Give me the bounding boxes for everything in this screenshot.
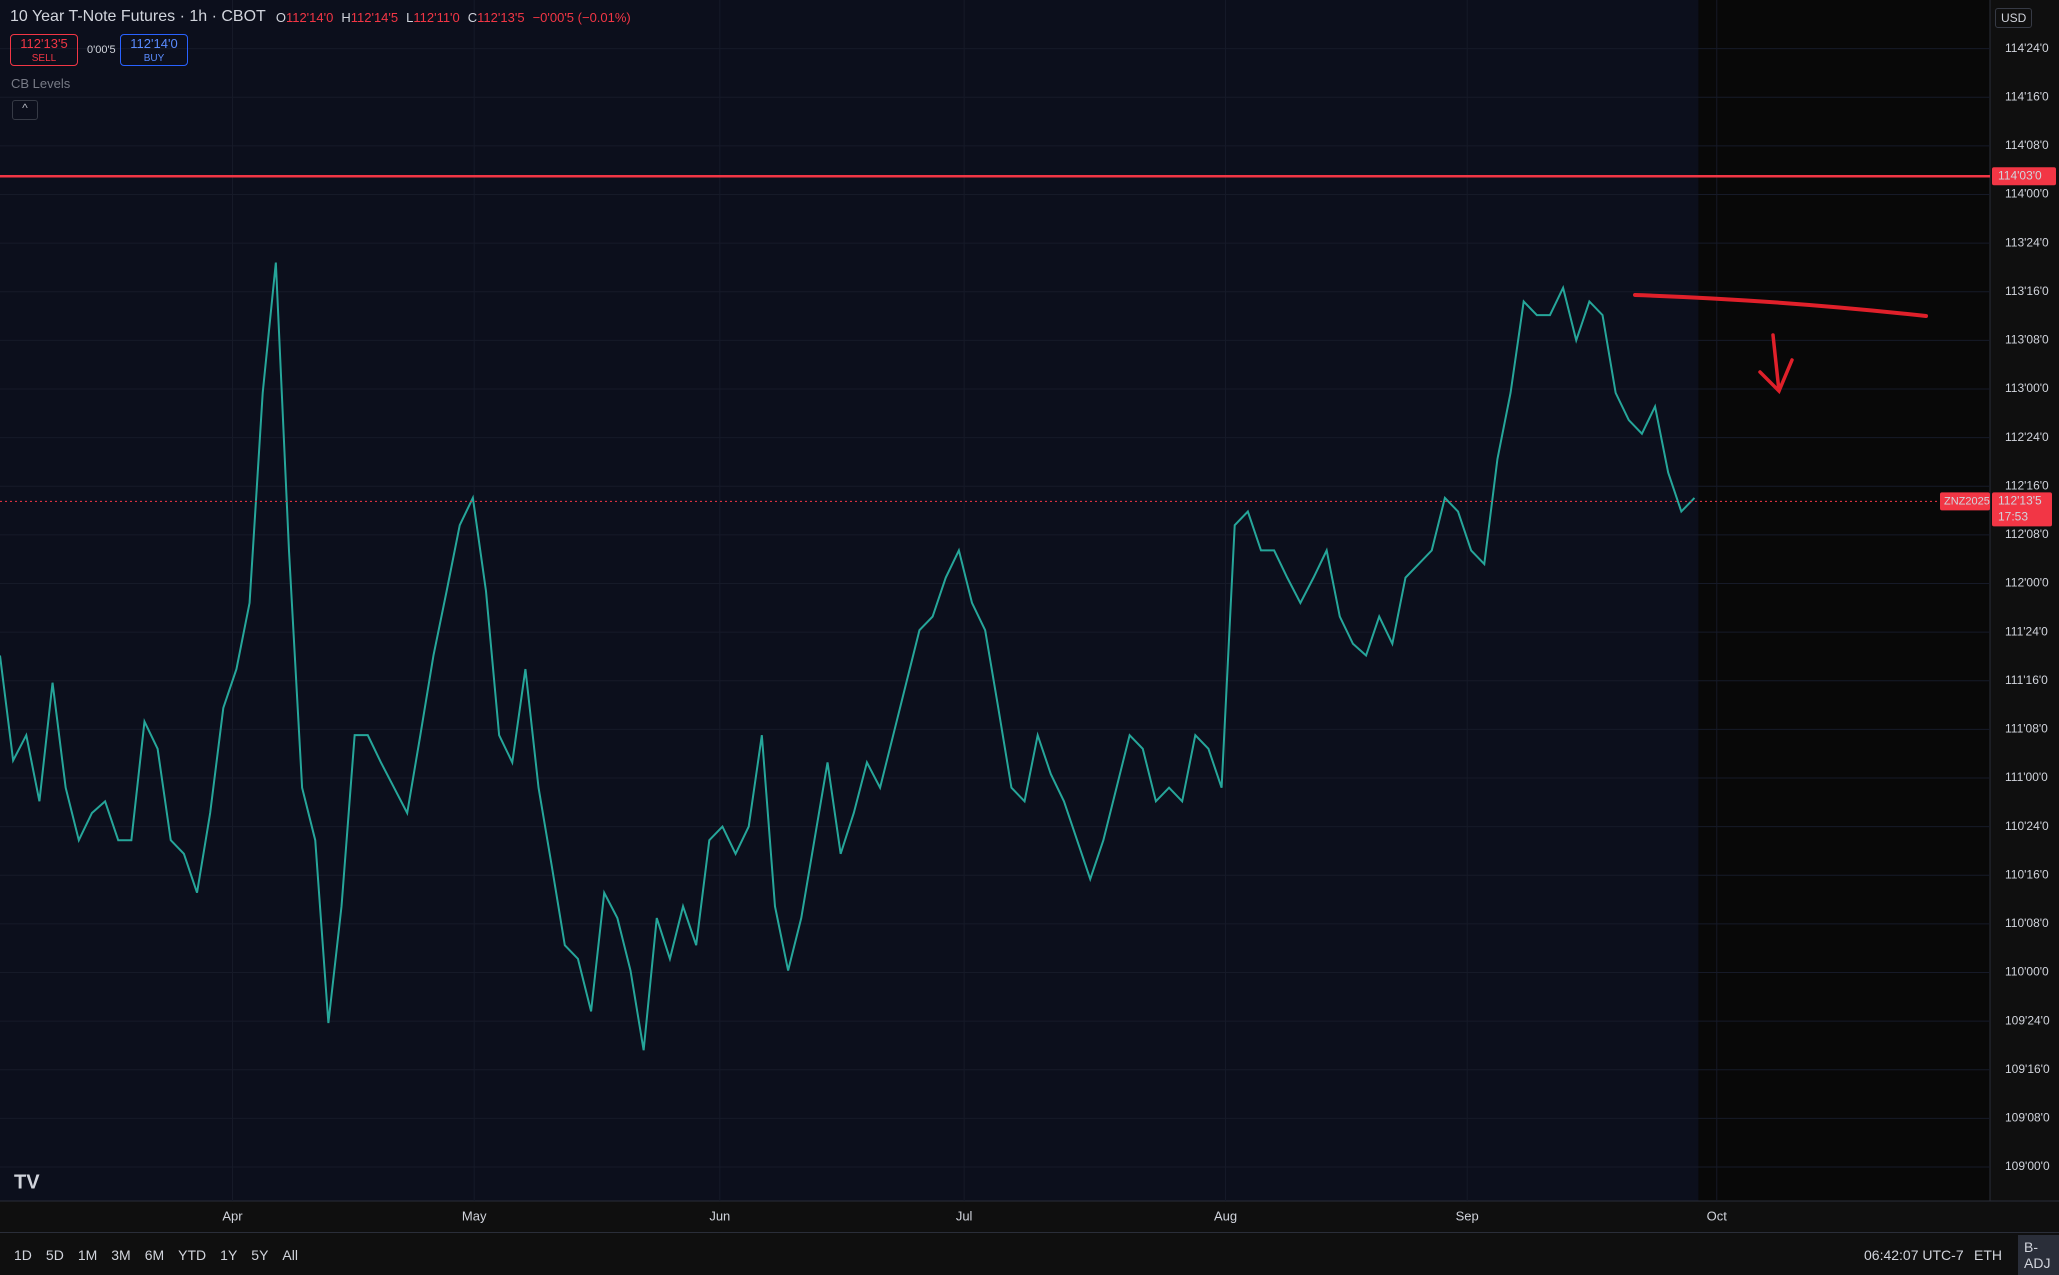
ohlc-value: 112'14'0 xyxy=(285,9,334,25)
range-button[interactable]: All xyxy=(282,1246,298,1263)
logo: TV xyxy=(14,1171,40,1193)
ohlc-key: C xyxy=(467,9,478,25)
range-button[interactable]: YTD xyxy=(178,1246,207,1263)
y-tick-label: 111'00'0 xyxy=(2005,770,2048,784)
buy-button[interactable]: 112'14'0 BUY xyxy=(120,34,188,66)
y-tick-label: 112'24'0 xyxy=(2005,430,2049,444)
drawn-line xyxy=(1633,293,1928,318)
level-label: 114'03'0 xyxy=(1998,168,2042,182)
adjust[interactable]: B-ADJ xyxy=(2018,1234,2059,1275)
buy-price: 112'14'0 xyxy=(130,36,178,51)
y-tick-label: 111'16'0 xyxy=(2005,673,2048,687)
y-tick-label: 112'16'0 xyxy=(2005,478,2049,492)
ohlc-key: L xyxy=(406,9,414,25)
range-button[interactable]: 5D xyxy=(45,1246,64,1263)
range-button[interactable]: 1M xyxy=(77,1246,98,1263)
y-tick-label: 109'00'0 xyxy=(2005,1159,2050,1173)
ohlc-value: 112'13'5 xyxy=(477,9,525,25)
header: 10 Year T-Note Futures · 1h · CBOT O112'… xyxy=(10,8,631,26)
y-tick-label: 109'16'0 xyxy=(2005,1062,2050,1076)
range-button[interactable]: 3M xyxy=(111,1246,131,1263)
clock: 06:42:07 UTC-7 xyxy=(1864,1246,1964,1263)
currency[interactable]: USD xyxy=(1995,8,2033,28)
ohlc-item: L112'11'0 xyxy=(406,10,460,25)
chart: 114'24'0 114'16'0 114'08'0 114'00'0 113'24'0… xyxy=(0,0,2059,1223)
y-tick-label: 114'08'0 xyxy=(2005,138,2049,152)
indicator-label[interactable]: CB Levels xyxy=(11,76,71,91)
y-tick-label: 111'08'0 xyxy=(2005,722,2048,736)
range-button[interactable]: 5Y xyxy=(251,1246,269,1263)
chart-title: 10 Year T-Note Futures · 1h · CBOT xyxy=(10,8,266,25)
y-tick-label: 114'24'0 xyxy=(2005,41,2049,55)
ohlc: O112'14'0 H112'14'5 L112'11'0 C112'13'5 −0'0… xyxy=(276,10,631,25)
x-tick-label: Jun xyxy=(709,1208,730,1223)
x-tick-label: Apr xyxy=(222,1208,243,1223)
y-tick-label: 112'00'0 xyxy=(2005,576,2049,590)
y-tick-label: 110'00'0 xyxy=(2005,965,2049,979)
footer: 06:42:07 UTC-7 ETH B-ADJ 1D 5D 1M 3M 6M YTD 1Y… xyxy=(0,1232,2059,1275)
y-tick-label: 111'24'0 xyxy=(2005,624,2048,638)
y-tick-label: 110'08'0 xyxy=(2005,916,2049,930)
ohlc-item: H112'14'5 xyxy=(341,10,398,25)
y-tick-label: 110'24'0 xyxy=(2005,819,2049,833)
sell-price: 112'13'5 xyxy=(20,36,68,51)
x-tick-label: Jul xyxy=(956,1208,973,1223)
x-tick-label: May xyxy=(462,1208,487,1223)
sell-label: SELL xyxy=(31,53,57,64)
range-button[interactable]: 6M xyxy=(144,1246,165,1263)
y-tick-label: 112'08'0 xyxy=(2005,527,2049,541)
countdown: 17:53 xyxy=(1998,510,2028,524)
buy-label: BUY xyxy=(143,53,165,64)
range-button[interactable]: 1Y xyxy=(220,1246,238,1263)
y-tick-label: 114'16'0 xyxy=(2005,89,2049,103)
y-tick-label: 109'08'0 xyxy=(2005,1111,2050,1125)
price-line xyxy=(0,262,1696,1051)
ohlc-item: O112'14'0 xyxy=(276,10,334,25)
spread: 0'00'5 xyxy=(87,44,116,56)
y-tick-label: 110'16'0 xyxy=(2005,867,2049,881)
change: −0'00'5 (−0.01%) xyxy=(532,9,631,25)
symbol-label-bg xyxy=(1940,492,1990,511)
ohlc-value: 112'14'5 xyxy=(350,9,399,25)
last-price-bg xyxy=(1992,492,2052,527)
collapse-button[interactable]: ^ xyxy=(12,100,38,120)
y-tick-label: 113'16'0 xyxy=(2005,284,2049,298)
session[interactable]: ETH xyxy=(1974,1246,2002,1263)
x-tick-label: Oct xyxy=(1707,1208,1728,1223)
symbol-label: ZNZ2025 xyxy=(1944,495,1990,507)
ohlc-value: 112'11'0 xyxy=(413,9,460,25)
y-tick-label: 114'00'0 xyxy=(2005,187,2049,201)
ohlc-item: C112'13'5 xyxy=(468,10,525,25)
last-price-label: 112'13'5 xyxy=(1998,494,2042,508)
drawn-arrow xyxy=(1758,333,1794,395)
x-tick-label: Aug xyxy=(1214,1208,1237,1223)
y-tick-label: 113'00'0 xyxy=(2005,381,2049,395)
y-tick-label: 109'24'0 xyxy=(2005,1013,2050,1027)
ohlc-key: H xyxy=(341,9,351,25)
y-tick-label: 113'08'0 xyxy=(2005,333,2049,347)
level-label-bg xyxy=(1992,167,2056,186)
ohlc-key: O xyxy=(275,9,286,25)
x-tick-label: Sep xyxy=(1456,1208,1479,1223)
y-tick-label: 113'24'0 xyxy=(2005,235,2049,249)
range-button[interactable]: 1D xyxy=(14,1246,32,1263)
future-area xyxy=(1698,0,1990,1201)
sell-button[interactable]: 112'13'5 SELL xyxy=(10,34,78,66)
